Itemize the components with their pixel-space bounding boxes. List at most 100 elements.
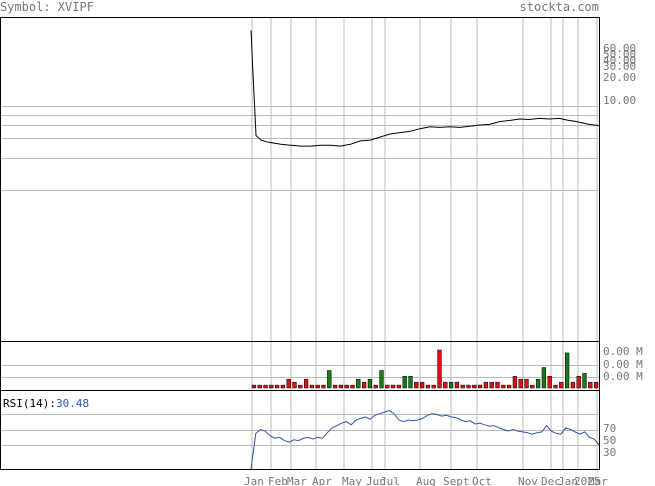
volume-bar	[477, 384, 483, 389]
price-tick-label: 10.00	[603, 94, 636, 107]
volume-bar	[419, 381, 425, 389]
site-label: stockta.com	[520, 0, 599, 14]
volume-bar	[263, 384, 268, 389]
volume-bar	[454, 381, 460, 389]
rsi-value: 30.48	[56, 397, 89, 410]
volume-bar	[298, 384, 303, 389]
volume-bar	[414, 381, 419, 389]
volume-bar	[541, 367, 547, 389]
volume-tick-label: 0.00 M	[603, 358, 643, 371]
price-tick-label: 50.00	[603, 48, 636, 61]
volume-bar	[443, 381, 448, 389]
volume-bar	[280, 384, 286, 389]
rsi-line	[250, 409, 600, 470]
rsi-frame	[0, 390, 600, 470]
month-tick-label: Aug	[416, 475, 436, 486]
volume-bar	[269, 384, 274, 389]
volume-bar	[582, 373, 587, 389]
grid-lines	[1, 17, 599, 469]
volume-bar	[547, 376, 552, 389]
volume-bar	[495, 381, 500, 389]
volume-bar	[390, 384, 396, 389]
month-tick-label: Apr	[312, 475, 332, 486]
volume-bar	[361, 381, 367, 389]
volume-bar	[309, 384, 315, 389]
price-tick-label: 20.00	[603, 71, 636, 84]
month-tick-label: Mar	[287, 475, 307, 486]
volume-bar	[408, 376, 413, 389]
month-tick-label: Jan	[558, 475, 578, 486]
volume-tick-label: 0.00 M	[603, 345, 643, 358]
price-tick-label: 60.00	[603, 42, 636, 55]
volume-bar	[576, 376, 581, 389]
volume-bar	[251, 384, 257, 389]
volume-bar	[501, 384, 506, 389]
volume-bar	[292, 381, 297, 389]
volume-bar	[448, 381, 454, 389]
volume-bar	[530, 384, 535, 389]
rsi-tick-label: 30	[603, 446, 616, 459]
volume-bar	[344, 384, 349, 389]
month-tick-label: Feb	[268, 475, 288, 486]
volume-bar	[315, 384, 320, 389]
volume-bar	[332, 384, 338, 389]
volume-bar	[303, 378, 309, 389]
month-tick-label: Oct	[472, 475, 492, 486]
month-tick-label: Nov	[518, 475, 538, 486]
volume-bar	[460, 384, 465, 389]
volume-bar	[425, 384, 431, 389]
volume-bar	[506, 384, 512, 389]
price-tick-label: 30.00	[603, 60, 636, 73]
volume-bar	[274, 384, 280, 389]
volume-bar	[593, 381, 599, 389]
month-tick-label: Mar	[588, 475, 608, 486]
symbol-label: Symbol: XVIPF	[0, 0, 94, 14]
volume-bar	[437, 349, 442, 389]
volume-bar	[535, 378, 541, 389]
volume-bar	[512, 376, 518, 389]
volume-bar	[373, 384, 378, 389]
volume-bar	[321, 384, 326, 389]
volume-bar	[483, 381, 489, 389]
volume-bar	[350, 384, 355, 389]
volume-bar	[356, 378, 361, 389]
price-tick-label: 40.00	[603, 54, 636, 67]
volume-bar	[385, 384, 390, 389]
rsi-tick-label: 70	[603, 422, 616, 435]
rsi-label-text: RSI(14):	[3, 397, 56, 410]
volume-bar	[472, 384, 477, 389]
rsi-panel	[250, 409, 600, 470]
panel-frames	[0, 17, 600, 470]
price-line	[250, 30, 600, 147]
month-tick-label: Jul	[380, 475, 400, 486]
rsi-tick-label: 50	[603, 434, 616, 447]
volume-bar	[564, 352, 570, 389]
volume-bar	[524, 378, 529, 389]
volume-bar	[257, 384, 262, 389]
volume-panel	[251, 349, 599, 389]
volume-bar	[518, 378, 523, 389]
volume-bar	[570, 381, 576, 389]
volume-bar	[338, 384, 344, 389]
price-panel	[250, 30, 600, 147]
month-tick-label: Dec	[541, 475, 561, 486]
volume-bar	[588, 381, 593, 389]
volume-bar	[553, 384, 558, 389]
volume-bar	[367, 378, 373, 389]
volume-bar	[396, 384, 402, 389]
volume-bar	[327, 370, 332, 389]
volume-bar	[559, 381, 564, 389]
volume-bar	[286, 378, 291, 389]
volume-bar	[466, 384, 471, 389]
month-tick-label: 2025	[574, 475, 601, 486]
month-tick-label: May	[342, 475, 362, 486]
volume-tick-label: 0.00 M	[603, 370, 643, 383]
month-tick-label: Jun	[366, 475, 386, 486]
month-tick-label: Jan	[244, 475, 264, 486]
volume-bar	[431, 384, 436, 389]
volume-bar	[402, 376, 407, 389]
rsi-label: RSI(14):30.48	[3, 397, 89, 410]
month-tick-label: Sept	[443, 475, 470, 486]
volume-bar	[489, 381, 494, 389]
